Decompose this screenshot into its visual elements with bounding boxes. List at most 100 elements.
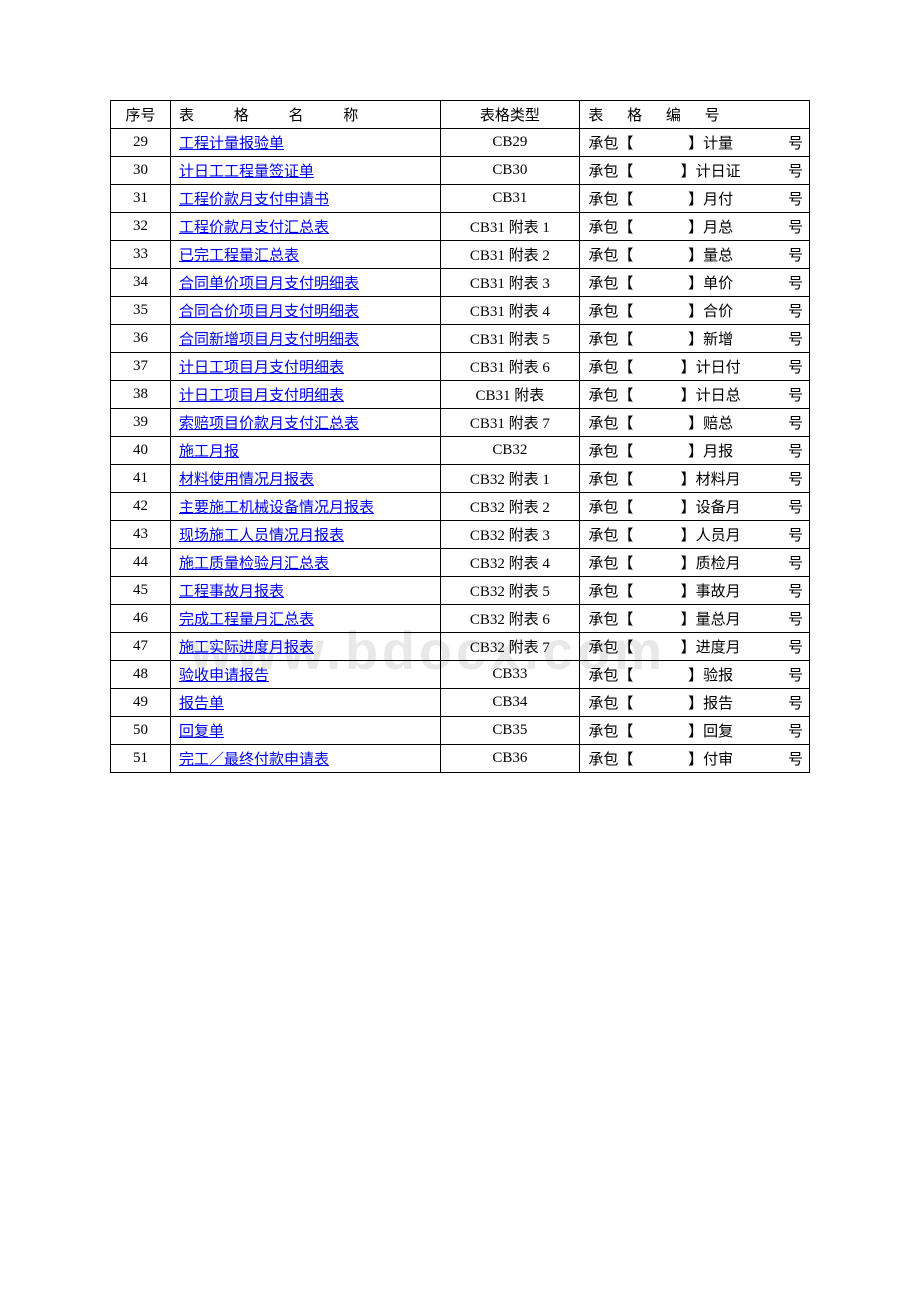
table-header-row: 序号 表 格 名 称 表格类型 表 格 编 号 (111, 101, 810, 129)
code-suffix: 号 (788, 356, 803, 377)
code-mid-group: 】材料月 (681, 468, 741, 489)
cell-seq: 30 (111, 157, 171, 185)
form-name-link[interactable]: 合同合价项目月支付明细表 (179, 304, 359, 320)
form-name-link[interactable]: 工程价款月支付汇总表 (179, 220, 329, 236)
table-row: 48验收申请报告CB33承包【】验报号 (111, 661, 810, 689)
cell-type: CB32 (440, 437, 580, 465)
table-row: 39索赔项目价款月支付汇总表CB31 附表 7承包【】赔总号 (111, 409, 810, 437)
code-prefix: 承包【 (588, 580, 633, 601)
table-row: 49报告单CB34承包【】报告号 (111, 689, 810, 717)
code-prefix: 承包【 (588, 720, 633, 741)
cell-name: 合同合价项目月支付明细表 (170, 297, 440, 325)
form-name-link[interactable]: 材料使用情况月报表 (179, 472, 314, 488)
form-name-link[interactable]: 施工质量检验月汇总表 (179, 556, 329, 572)
form-name-link[interactable]: 完成工程量月汇总表 (179, 612, 314, 628)
form-name-link[interactable]: 现场施工人员情况月报表 (179, 528, 344, 544)
cell-seq: 49 (111, 689, 171, 717)
cell-code: 承包【】质检月号 (580, 549, 810, 577)
code-mid-group: 】月报 (688, 440, 733, 461)
cell-name: 验收申请报告 (170, 661, 440, 689)
cell-type: CB33 (440, 661, 580, 689)
code-prefix: 承包【 (588, 524, 633, 545)
table-row: 30计日工工程量签证单CB30承包【】计日证号 (111, 157, 810, 185)
cell-code: 承包【】计日证号 (580, 157, 810, 185)
cell-seq: 35 (111, 297, 171, 325)
table-row: 38计日工项目月支付明细表CB31 附表承包【】计日总号 (111, 381, 810, 409)
cell-name: 计日工项目月支付明细表 (170, 353, 440, 381)
cell-type: CB36 (440, 745, 580, 773)
code-suffix: 号 (788, 160, 803, 181)
form-name-link[interactable]: 合同新增项目月支付明细表 (179, 332, 359, 348)
code-mid-group: 】单价 (688, 272, 733, 293)
code-mid-group: 】合价 (688, 300, 733, 321)
code-suffix: 号 (788, 188, 803, 209)
form-name-link[interactable]: 验收申请报告 (179, 668, 269, 684)
code-suffix: 号 (788, 692, 803, 713)
code-prefix: 承包【 (588, 636, 633, 657)
cell-name: 完成工程量月汇总表 (170, 605, 440, 633)
cell-code: 承包【】月报号 (580, 437, 810, 465)
cell-name: 工程价款月支付汇总表 (170, 213, 440, 241)
code-mid-group: 】月总 (688, 216, 733, 237)
cell-name: 现场施工人员情况月报表 (170, 521, 440, 549)
form-name-link[interactable]: 工程价款月支付申请书 (179, 192, 329, 208)
cell-type: CB32 附表 5 (440, 577, 580, 605)
form-name-link[interactable]: 回复单 (179, 724, 224, 740)
table-row: 31工程价款月支付申请书CB31承包【】月付号 (111, 185, 810, 213)
table-row: 34合同单价项目月支付明细表CB31 附表 3承包【】单价号 (111, 269, 810, 297)
code-mid-group: 】人员月 (681, 524, 741, 545)
cell-code: 承包【】计量号 (580, 129, 810, 157)
cell-seq: 38 (111, 381, 171, 409)
form-name-link[interactable]: 施工月报 (179, 444, 239, 460)
code-prefix: 承包【 (588, 748, 633, 769)
code-suffix: 号 (788, 412, 803, 433)
code-mid-group: 】报告 (688, 692, 733, 713)
cell-seq: 33 (111, 241, 171, 269)
code-suffix: 号 (788, 524, 803, 545)
form-name-link[interactable]: 施工实际进度月报表 (179, 640, 314, 656)
cell-seq: 37 (111, 353, 171, 381)
header-code: 表 格 编 号 (580, 101, 810, 129)
cell-code: 承包【 】人员月 号 (580, 521, 810, 549)
form-name-link[interactable]: 已完工程量汇总表 (179, 248, 299, 264)
form-name-link[interactable]: 索赔项目价款月支付汇总表 (179, 416, 359, 432)
cell-name: 施工质量检验月汇总表 (170, 549, 440, 577)
code-suffix: 号 (788, 300, 803, 321)
code-mid-group: 】新增 (688, 328, 733, 349)
cell-type: CB32 附表 4 (440, 549, 580, 577)
header-type: 表格类型 (440, 101, 580, 129)
cell-seq: 40 (111, 437, 171, 465)
code-prefix: 承包【 (588, 160, 633, 181)
form-name-link[interactable]: 计日工项目月支付明细表 (179, 360, 344, 376)
code-mid-group: 】月付 (688, 188, 733, 209)
form-name-link[interactable]: 报告单 (179, 696, 224, 712)
form-name-link[interactable]: 工程计量报验单 (179, 136, 284, 152)
code-mid-group: 】进度月 (681, 636, 741, 657)
code-suffix: 号 (788, 720, 803, 741)
code-suffix: 号 (788, 216, 803, 237)
form-name-link[interactable]: 完工／最终付款申请表 (179, 752, 329, 768)
form-name-link[interactable]: 计日工工程量签证单 (179, 164, 314, 180)
code-suffix: 号 (788, 440, 803, 461)
code-prefix: 承包【 (588, 132, 633, 153)
cell-code: 承包【】新增号 (580, 325, 810, 353)
code-prefix: 承包【 (588, 356, 633, 377)
code-prefix: 承包【 (588, 384, 633, 405)
code-prefix: 承包【 (588, 468, 633, 489)
cell-code: 承包【】付审号 (580, 745, 810, 773)
cell-code: 承包【】事故月号 (580, 577, 810, 605)
code-suffix: 号 (788, 272, 803, 293)
form-name-link[interactable]: 主要施工机械设备情况月报表 (179, 500, 374, 516)
form-name-link[interactable]: 计日工项目月支付明细表 (179, 388, 344, 404)
cell-type: CB31 附表 (440, 381, 580, 409)
code-suffix: 号 (788, 552, 803, 573)
cell-type: CB32 附表 1 (440, 465, 580, 493)
table-row: 29工程计量报验单CB29承包【】计量号 (111, 129, 810, 157)
cell-code: 承包【】月总号 (580, 213, 810, 241)
header-name: 表 格 名 称 (170, 101, 440, 129)
form-name-link[interactable]: 工程事故月报表 (179, 584, 284, 600)
header-seq: 序号 (111, 101, 171, 129)
form-name-link[interactable]: 合同单价项目月支付明细表 (179, 276, 359, 292)
cell-type: CB32 附表 6 (440, 605, 580, 633)
table-row: 46完成工程量月汇总表CB32 附表 6承包【】量总月号 (111, 605, 810, 633)
